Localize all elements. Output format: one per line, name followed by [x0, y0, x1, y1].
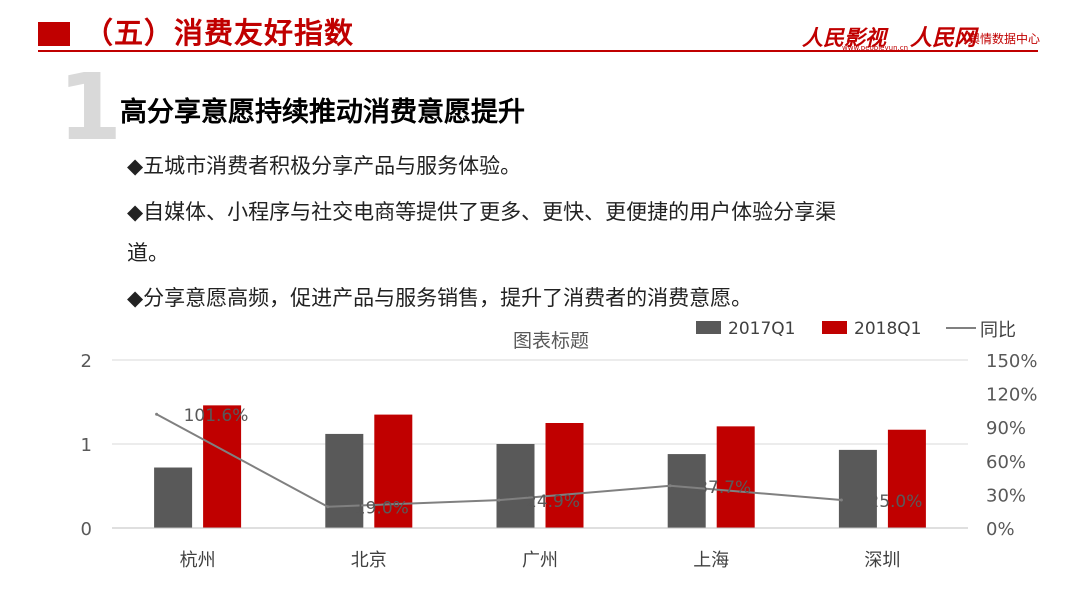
chart-title: 图表标题 [513, 330, 589, 352]
legend-label-2017: 2017Q1 [728, 319, 795, 339]
bar-2017q1 [667, 454, 706, 528]
bar-2018q1 [887, 429, 926, 528]
legend-label-yoy: 同比 [980, 320, 1016, 341]
y-right-tick-label: 30% [986, 485, 1026, 506]
x-tick-label: 北京 [351, 550, 387, 571]
bar-2018q1 [716, 426, 755, 528]
y-right-tick-label: 90% [986, 418, 1026, 439]
bar-2017q1 [154, 467, 193, 528]
section-number: 1 [58, 54, 123, 161]
bar-2017q1 [325, 433, 364, 528]
slide-title: （五）消费友好指数 [84, 16, 355, 50]
y-right-tick-label: 120% [986, 385, 1037, 406]
x-tick-label: 深圳 [864, 550, 900, 571]
yoy-line [156, 413, 842, 508]
people-film-logo-url: www.peopleyun.cn [842, 44, 909, 52]
yoy-data-label: 24.9% [526, 492, 580, 512]
legend-swatch-2018 [822, 321, 847, 334]
yoy-data-label: 19.0% [355, 499, 409, 519]
x-tick-label: 杭州 [180, 550, 216, 571]
yoy-data-label: 25.0% [868, 492, 922, 512]
opinion-data-center-label: 舆情数据中心 [968, 32, 1041, 46]
x-tick-label: 广州 [522, 550, 558, 571]
yoy-data-label: 37.7% [697, 478, 751, 498]
bullet-point: ◆分享意愿高频，促进产品与服务销售，提升了消费者的消费意愿。 [127, 286, 753, 310]
bar-2018q1 [203, 405, 242, 528]
yoy-data-label: 101.6% [184, 406, 249, 426]
section-heading: 高分享意愿持续推动消费意愿提升 [120, 97, 525, 128]
header-accent-square [38, 22, 70, 46]
people-net-logo: 人民网 [910, 25, 977, 51]
legend-swatch-2017 [696, 321, 721, 334]
bullet-point: ◆自媒体、小程序与社交电商等提供了更多、更快、更便捷的用户体验分享渠 [127, 200, 837, 224]
y-left-tick-label: 0 [81, 519, 92, 540]
header-divider [38, 50, 1038, 52]
y-left-tick-label: 1 [81, 435, 92, 456]
y-right-tick-label: 150% [986, 351, 1037, 372]
bar-2017q1 [838, 449, 877, 528]
bar-2018q1 [545, 423, 584, 528]
x-tick-label: 上海 [693, 550, 729, 571]
y-right-tick-label: 0% [986, 519, 1015, 540]
y-right-tick-label: 60% [986, 452, 1026, 473]
people-film-logo: 人民影视 [802, 25, 886, 50]
bar-2017q1 [496, 444, 535, 528]
chart-legend: 2017Q1 2018Q1 同比 [696, 319, 1016, 341]
legend-label-2018: 2018Q1 [854, 319, 921, 339]
bullet-point-continued: 道。 [127, 241, 169, 265]
bar-2018q1 [374, 414, 413, 528]
y-left-tick-label: 2 [81, 351, 92, 372]
bullet-point: ◆五城市消费者积极分享产品与服务体验。 [127, 154, 522, 178]
